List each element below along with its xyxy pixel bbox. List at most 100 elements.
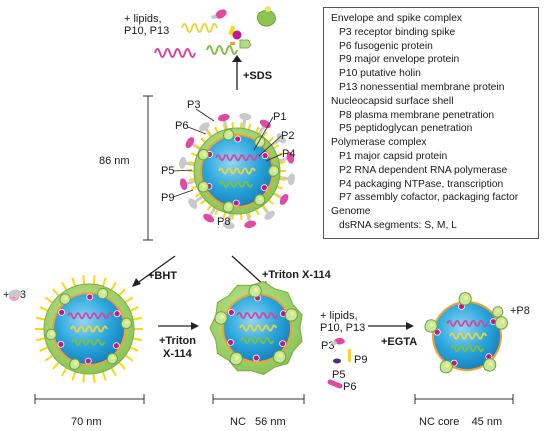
p3-spike xyxy=(179,156,187,169)
p2-polymerase xyxy=(85,358,91,364)
p7-marker xyxy=(111,356,115,360)
p3-release: + P3 xyxy=(3,289,26,301)
label-p4: P4 xyxy=(282,148,295,160)
rna-segment-l xyxy=(215,154,261,162)
free-p8-sphere xyxy=(232,30,242,40)
legend-line: P4 packaging NTPase, transcription xyxy=(339,178,504,190)
p2-polymerase xyxy=(280,341,286,347)
rna-segment-m xyxy=(449,332,488,340)
p3-spike xyxy=(244,220,257,229)
p7-marker xyxy=(202,184,206,188)
label-p9: P9 xyxy=(161,192,174,204)
rna-segment-m xyxy=(218,167,256,175)
triton-arrowhead xyxy=(191,322,199,330)
p7-marker xyxy=(101,290,106,295)
p9-tick xyxy=(71,370,77,381)
p3-spike xyxy=(185,137,195,149)
leader-p9 xyxy=(172,189,194,198)
intact-virion xyxy=(179,113,295,229)
p3-spike xyxy=(259,119,271,129)
p3-spike xyxy=(287,173,295,186)
p3-spike xyxy=(239,113,252,121)
triton-label-2: X-114 xyxy=(163,348,193,360)
p7-marker xyxy=(219,314,225,319)
p9-tick xyxy=(128,345,139,352)
released-label-p5: P5 xyxy=(332,369,345,381)
p7-marker xyxy=(445,363,450,368)
legend-line: P6 fusogenic protein xyxy=(339,40,433,52)
bht-label: +BHT xyxy=(148,270,177,282)
nucleocapsid xyxy=(209,281,303,375)
p1-core xyxy=(202,136,272,206)
label-p8: P8 xyxy=(217,216,230,228)
p9-tick xyxy=(92,275,96,286)
p9-tick xyxy=(44,354,54,362)
free-rna-green xyxy=(206,45,238,55)
rna-segment-l xyxy=(67,312,113,320)
scale-70nm: 70 nm xyxy=(34,394,145,428)
p9-tick xyxy=(101,370,107,381)
p2-polymerase xyxy=(228,339,234,345)
p2-polymerase xyxy=(451,360,457,366)
sds-products-line1: + lipids, xyxy=(124,13,162,25)
label-p6: P6 xyxy=(175,120,188,132)
scale-45nm: NC core 45 nm xyxy=(414,394,514,428)
triton-step: +Triton X-114 xyxy=(158,322,199,360)
p2-polymerase xyxy=(114,311,120,317)
legend-line: P8 plasma membrane penetration xyxy=(339,109,495,121)
nucleocapsid-core xyxy=(424,292,508,374)
p7-marker xyxy=(290,311,295,316)
p7-marker xyxy=(496,309,501,313)
sds-products-line2: P10, P13 xyxy=(124,25,169,37)
egta-label: +EGTA xyxy=(381,336,417,348)
triton-diag-arrow xyxy=(231,255,266,287)
leader-p1 xyxy=(253,116,274,151)
size-86-label: 86 nm xyxy=(99,155,130,167)
p9-tick xyxy=(82,372,86,383)
p8-release-label: +P8 xyxy=(510,305,530,317)
p2-polymerase xyxy=(261,185,267,191)
legend-line: P3 receptor binding spike xyxy=(339,26,456,38)
p7-marker xyxy=(235,355,240,360)
p2-polymerase xyxy=(490,319,496,325)
legend-line: dsRNA segments: S, M, L xyxy=(339,220,457,231)
p2-polymerase xyxy=(228,309,234,315)
p9-tick xyxy=(124,354,134,362)
legend-line: P13 nonessential membrane protein xyxy=(339,82,505,93)
legend-line: P2 RNA dependent RNA polymerase xyxy=(339,164,508,176)
p9-tick xyxy=(44,296,54,304)
rna-segment-s xyxy=(450,345,485,352)
p9-tick xyxy=(110,366,117,377)
p3-spike xyxy=(222,221,235,229)
sds-products-label: + lipids, P10, P13 xyxy=(124,13,169,37)
rna-segment-s xyxy=(219,180,253,188)
free-p1-shape xyxy=(256,10,276,27)
p3-spike xyxy=(276,133,286,144)
p9-tick xyxy=(61,366,68,377)
p9-tick xyxy=(124,296,134,304)
p9-tick xyxy=(110,281,117,292)
nc-products-label: + lipids, P10, P13 xyxy=(320,310,365,334)
p7-marker xyxy=(64,296,68,300)
free-p7 xyxy=(265,6,271,12)
legend-line: Polymerase complex xyxy=(331,137,427,149)
size-56-label: NC 56 nm xyxy=(230,416,286,428)
free-p5 xyxy=(239,39,252,49)
nc-products-line2: P10, P13 xyxy=(320,322,365,334)
egta-step: +EGTA xyxy=(368,322,417,348)
p7-marker xyxy=(227,204,231,208)
label-p2: P2 xyxy=(281,130,294,142)
p7-marker xyxy=(278,353,283,358)
p9-tick xyxy=(39,345,50,352)
released-label-p9: P9 xyxy=(354,354,367,366)
p2-polymerase xyxy=(486,353,492,360)
p2-polymerase xyxy=(233,200,239,206)
released-p3-base xyxy=(331,341,337,345)
p3-spike xyxy=(199,122,210,132)
p2-polymerase xyxy=(253,355,259,361)
sds-released-products: + lipids, P10, P13 xyxy=(124,6,276,58)
p9-tick xyxy=(61,281,68,292)
scale-86nm: 86 nm xyxy=(99,95,153,241)
p3-spike xyxy=(188,198,198,209)
sds-label: +SDS xyxy=(243,70,272,82)
